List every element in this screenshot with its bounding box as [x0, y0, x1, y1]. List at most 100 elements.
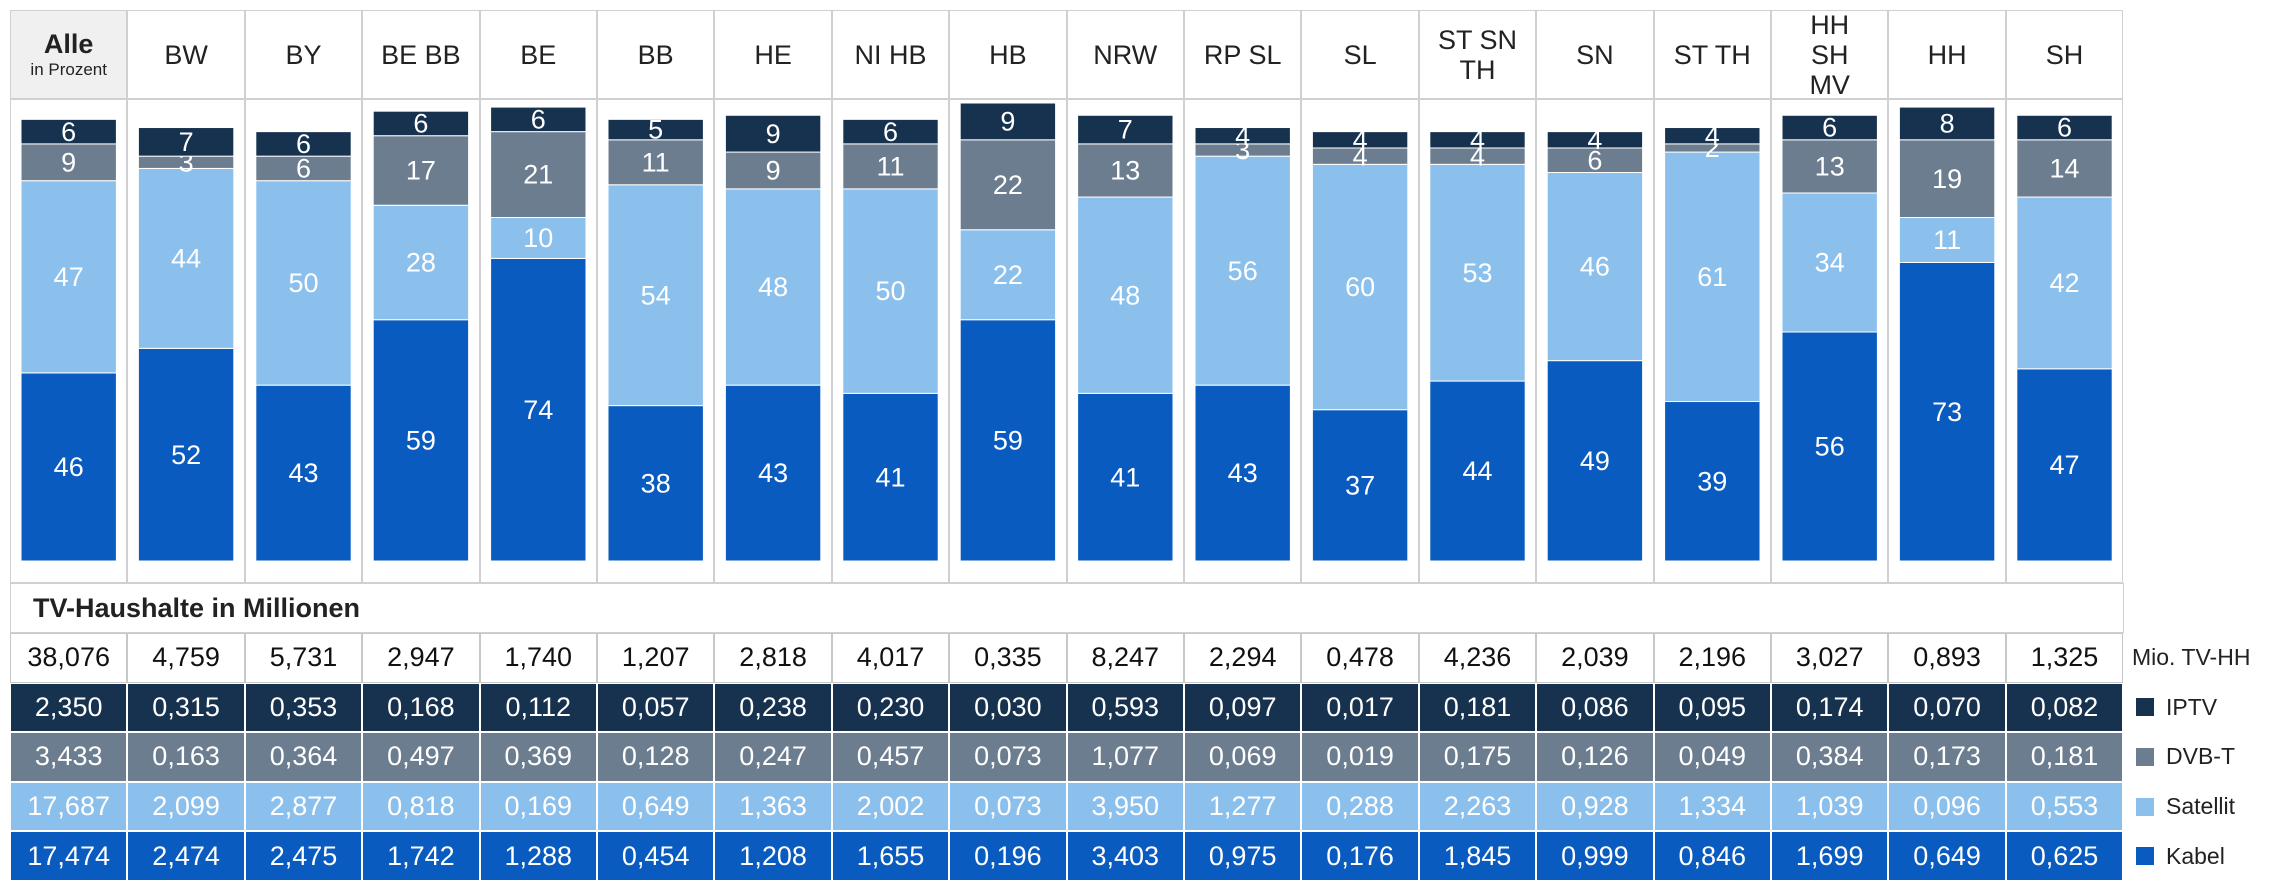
unit-label: in Prozent: [30, 59, 107, 79]
column-header: SL: [1301, 10, 1419, 99]
category-label: RP SL: [1203, 39, 1282, 70]
segment-label: 28: [406, 248, 436, 278]
column-header: HE: [714, 10, 832, 99]
segment-label: 6: [1587, 145, 1602, 175]
table-cell: 0,230: [831, 682, 950, 733]
column-header: Alle in Prozent: [10, 10, 128, 99]
segment-label: 52: [171, 440, 201, 470]
bar-segment: [607, 184, 704, 407]
segment-label: 6: [413, 109, 428, 139]
column-header: BY: [244, 10, 363, 99]
table-cell: 0,593: [1066, 682, 1184, 733]
table-cell: 0,625: [2005, 831, 2124, 881]
segment-label: 4: [1353, 141, 1368, 171]
column-header: NI HB: [831, 10, 950, 99]
segment-label: 9: [1000, 107, 1015, 137]
segment-label: 21: [523, 160, 553, 190]
table-cell: 0,999: [1536, 831, 1654, 881]
column-header: RP SL: [1184, 10, 1302, 99]
table-cell: 0,082: [2005, 682, 2124, 733]
column-cell: [1301, 99, 1419, 583]
table-cell: 1,334: [1653, 781, 1771, 832]
total-cell: 1,207: [597, 633, 715, 683]
segment-label: 13: [1815, 152, 1845, 182]
bar-segment: [1664, 127, 1761, 145]
column-cell: [2005, 99, 2124, 583]
category-label: Alle: [43, 28, 94, 59]
segment-label: 44: [1462, 456, 1492, 486]
bar-segment: [1429, 131, 1526, 149]
table-cell: 0,112: [479, 682, 597, 733]
column-cell: [1653, 99, 1771, 583]
bar-segment: [1311, 163, 1409, 411]
table-cell: 0,928: [1536, 781, 1654, 832]
column-cell: [1066, 99, 1184, 583]
segment-label: 48: [758, 272, 788, 302]
bar-segment: [1781, 139, 1878, 194]
legend-label: Kabel: [2166, 842, 2225, 869]
column-header: BW: [127, 10, 245, 99]
segment-label: 53: [1462, 258, 1492, 288]
category-label: SN: [1576, 39, 1614, 70]
column-header: HH SH MV: [1771, 10, 1889, 100]
table-cell: 0,497: [362, 732, 480, 782]
table-cell: 0,553: [2005, 781, 2124, 832]
table-cell: 0,019: [1301, 732, 1419, 782]
table-cell: 1,742: [362, 831, 480, 881]
table-cell: 17,474: [10, 831, 128, 881]
segment-label: 11: [1933, 225, 1961, 255]
bar-segment: [137, 127, 235, 157]
table-cell: 0,196: [949, 831, 1067, 881]
table-cell: 0,096: [1888, 781, 2006, 832]
total-cell: 2,196: [1653, 633, 1771, 683]
bar-segment: [1781, 192, 1878, 333]
legend-swatch: [2136, 748, 2154, 766]
bar-segment: [137, 347, 235, 562]
segment-label: 4: [1235, 121, 1250, 151]
bar-segment: [490, 217, 587, 259]
table-cell: 0,181: [2005, 732, 2124, 782]
segment-label: 44: [171, 244, 201, 274]
column-cell: [1888, 99, 2006, 583]
total-cell: 38,076: [10, 633, 128, 683]
segment-label: 43: [1228, 458, 1258, 488]
segment-label: 14: [2049, 154, 2079, 184]
column-cell: [10, 99, 128, 583]
table-cell: 0,384: [1771, 732, 1889, 782]
table-cell: 0,181: [1418, 682, 1537, 733]
bar-segment: [1077, 114, 1174, 145]
segment-label: 8: [1940, 109, 1955, 139]
table-cell: 0,457: [831, 732, 950, 782]
segment-label: 7: [1118, 115, 1133, 145]
category-label: BW: [164, 39, 208, 70]
table-cell: 2,350: [10, 682, 128, 733]
segment-label: 11: [642, 147, 670, 177]
table-cell: 0,168: [362, 682, 480, 733]
segment-label: 9: [61, 147, 76, 177]
segment-label: 38: [641, 468, 671, 498]
bar-segment: [1898, 217, 1996, 263]
segment-label: 56: [1228, 256, 1258, 286]
category-label: SH: [2045, 39, 2084, 70]
section-title: TV-Haushalte in Millionen: [10, 583, 2124, 633]
column-header: SH: [2005, 10, 2124, 99]
bar-segment: [959, 139, 1057, 231]
table-cell: 0,364: [244, 732, 363, 782]
column-cell: [1184, 99, 1302, 583]
bar-segment: [2016, 368, 2113, 562]
segment-label: 4: [1587, 125, 1602, 155]
column-header: BE BB: [362, 10, 480, 99]
table-cell: 2,475: [244, 831, 363, 881]
bar-segment: [1898, 106, 1996, 141]
segment-label: 4: [1705, 121, 1720, 151]
table-cell: 0,049: [1653, 732, 1771, 782]
segment-label: 6: [296, 129, 311, 159]
table-cell: 0,238: [714, 682, 832, 733]
column-cell: [1418, 99, 1537, 583]
segment-label: 43: [288, 458, 318, 488]
total-cell: 3,027: [1771, 633, 1889, 683]
bar-segment: [842, 143, 939, 190]
segment-label: 6: [61, 117, 76, 147]
bar-segment: [255, 155, 352, 182]
bar-segment: [959, 229, 1057, 321]
